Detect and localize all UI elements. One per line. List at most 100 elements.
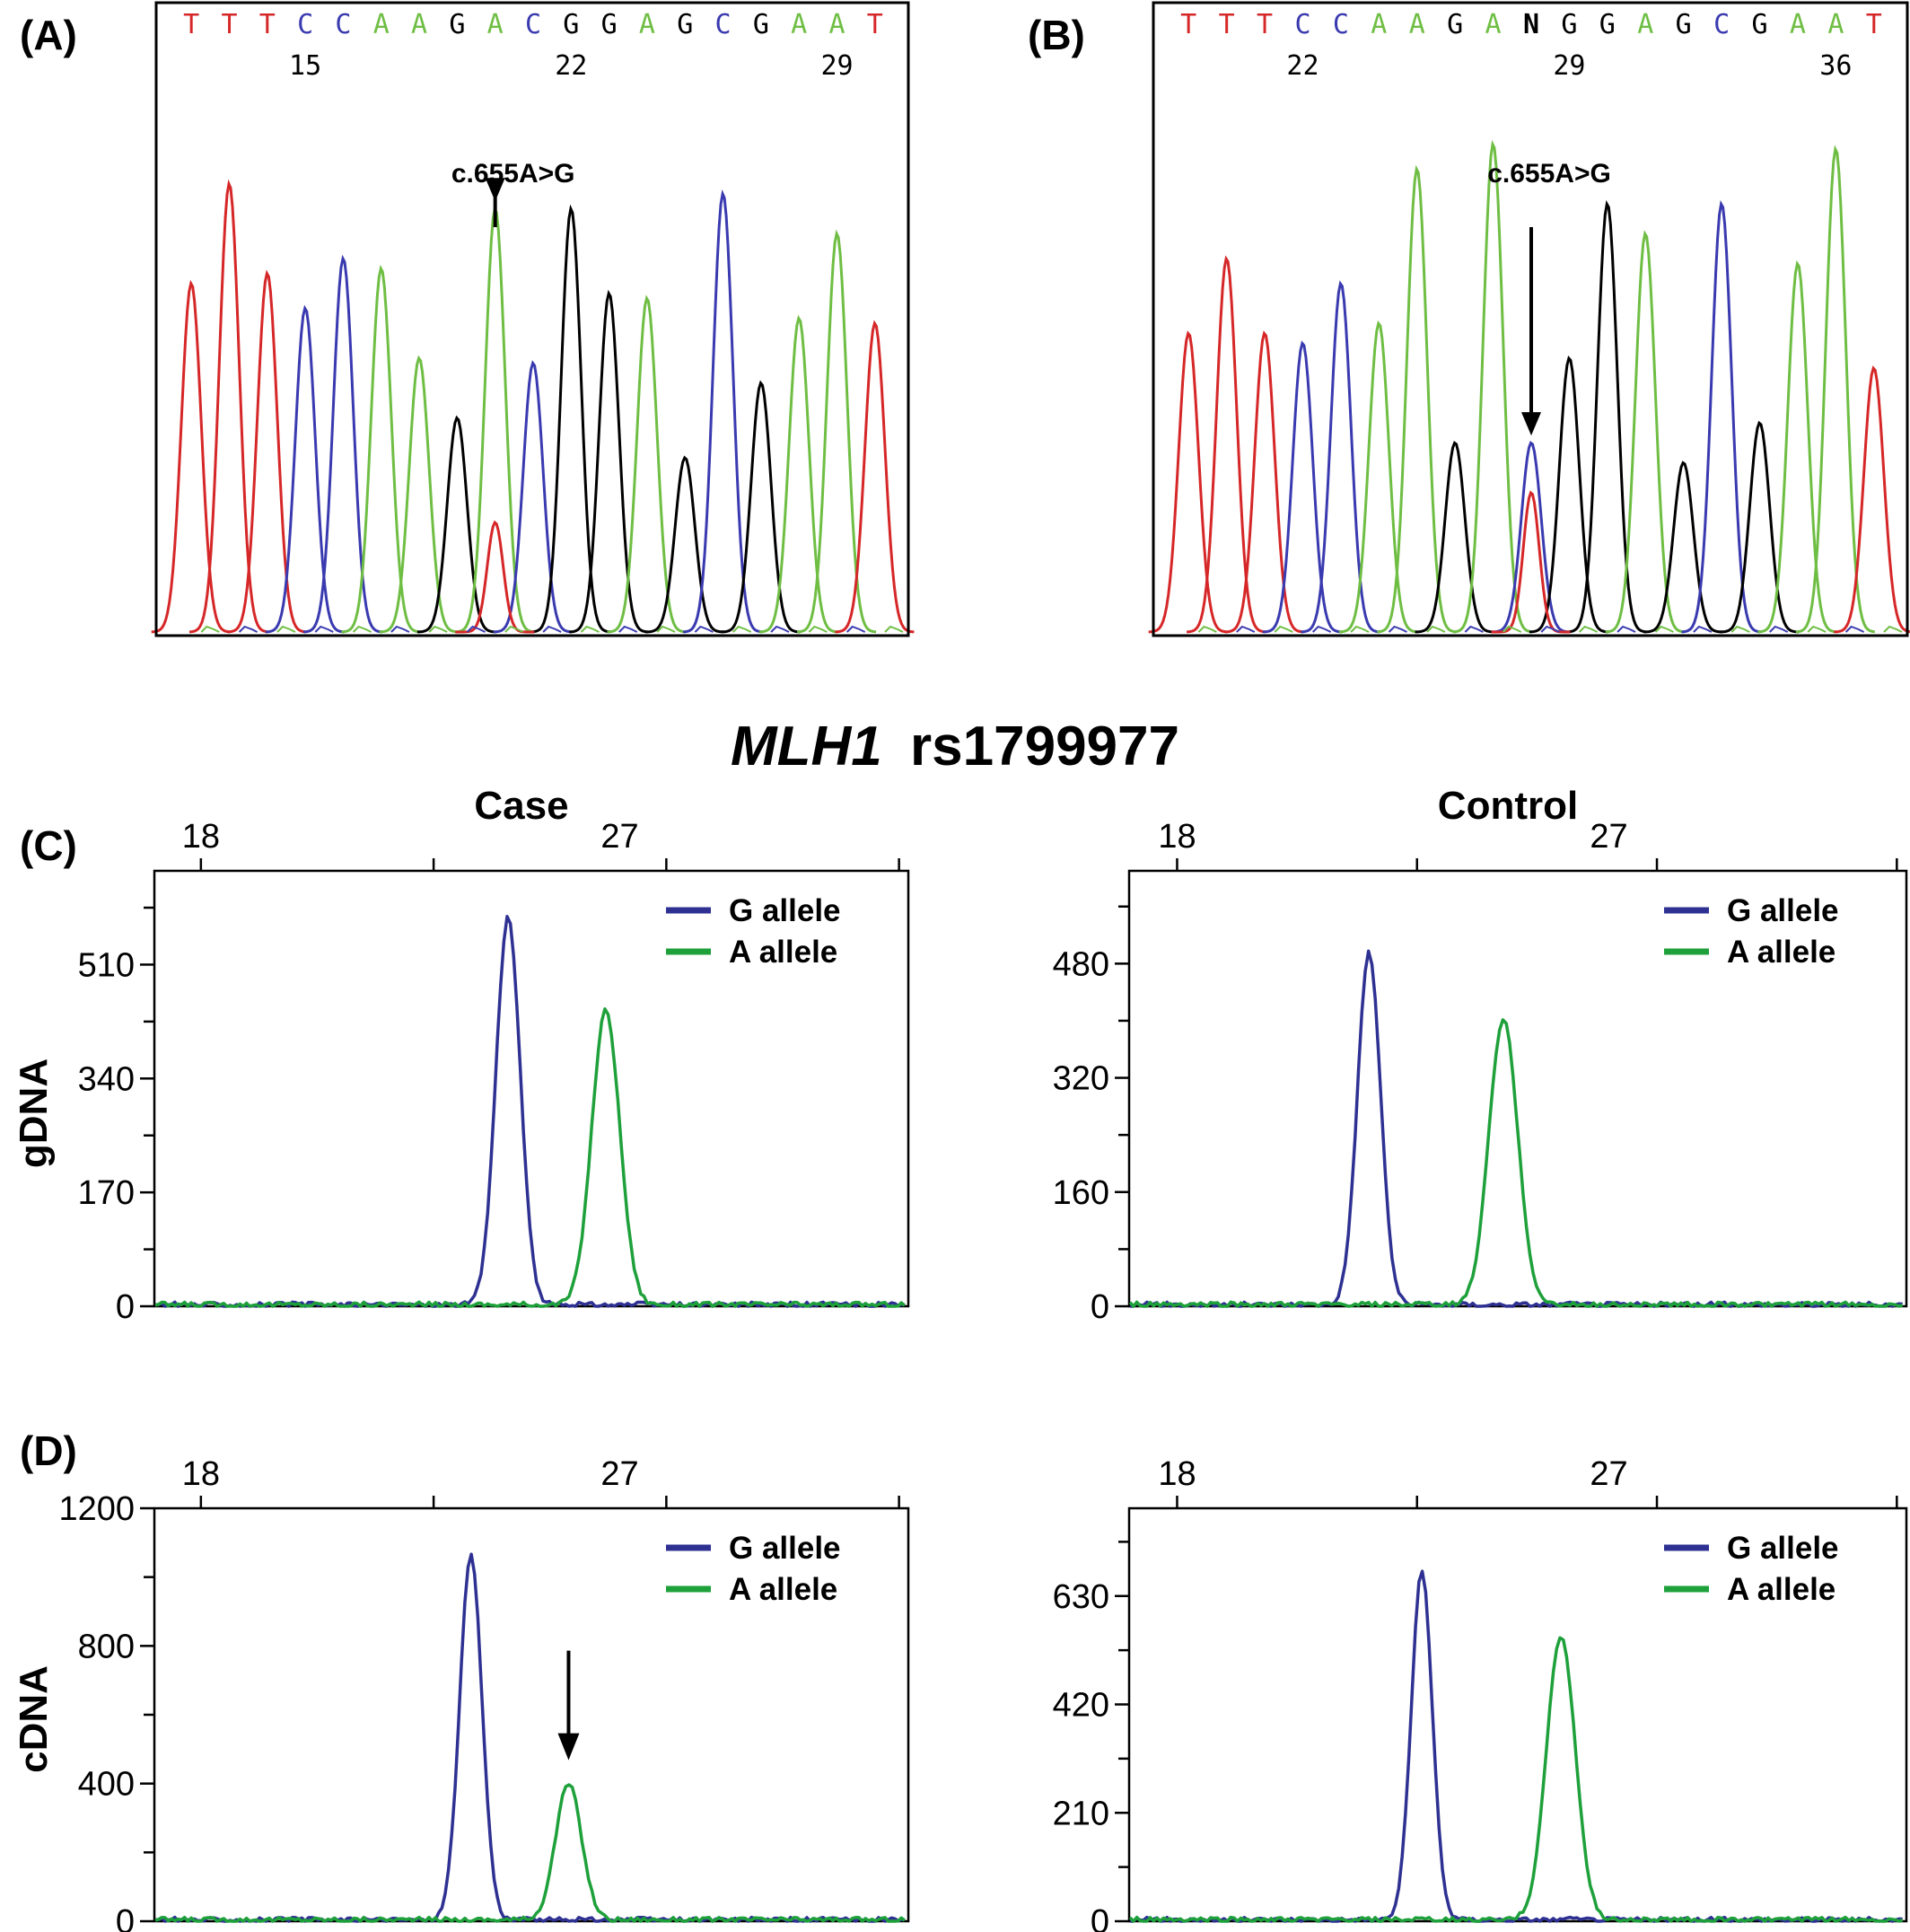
chrom-b-peak-16 — [1757, 259, 1837, 634]
chrom-a-position-label-0: 15 — [289, 50, 321, 82]
plot-d-case-xtick-label-0: 18 — [182, 1455, 220, 1493]
plot-c-control-ytick-label-3: 480 — [1053, 945, 1109, 983]
chrom-a-noise-14 — [732, 625, 752, 633]
chrom-a-noise-7 — [466, 625, 486, 633]
chrom-a-noise-13 — [694, 625, 714, 633]
chrom-a-peak-0 — [151, 279, 231, 634]
chrom-a-base-2: T — [259, 9, 276, 40]
chrom-b-peak-8 — [1452, 139, 1533, 634]
plot-d-control-legend-label-1: A allele — [1727, 1572, 1836, 1607]
plot-d-case-ytick-label-2: 800 — [78, 1628, 135, 1665]
chrom-a-arrow-head — [485, 178, 505, 202]
chrom-b-peak-18 — [1834, 365, 1910, 634]
plot-d-control-series-g-allele — [1130, 1569, 1903, 1923]
chrom-b-peak-17 — [1795, 145, 1876, 634]
chrom-a-base-11: G — [601, 9, 618, 40]
plot-d-case-legend-label-1: A allele — [729, 1572, 837, 1607]
chrom-a-base-3: C — [297, 9, 313, 40]
chrom-a-noise-12 — [656, 625, 676, 633]
title-snp: rs1799977 — [910, 716, 1179, 777]
chrom-b-base-8: A — [1485, 9, 1502, 40]
chrom-b-noise-17 — [1844, 625, 1865, 633]
chrom-a-noise-5 — [390, 625, 410, 633]
chrom-a-noise-6 — [428, 625, 448, 633]
chrom-b-position-label-0: 22 — [1286, 50, 1319, 82]
chrom-b-base-16: A — [1790, 9, 1806, 40]
chrom-b-peak-11 — [1567, 199, 1647, 634]
chrom-a-base-0: T — [183, 9, 199, 40]
plot-c-control-gdna: 18 27 0 160 320 480 G allele A allele — [1053, 818, 1908, 1326]
chrom-b-noise-0 — [1197, 625, 1217, 633]
chrom-b-noise-14 — [1730, 625, 1750, 633]
chrom-b-peak-13 — [1643, 461, 1723, 634]
chrom-a-peak-14 — [682, 189, 763, 634]
plot-d-control-series-a-allele — [1128, 1636, 1904, 1923]
chrom-b-peak-6 — [1377, 164, 1457, 634]
chrom-a-peak-8 — [455, 204, 535, 634]
chrom-b-base-18: T — [1866, 9, 1882, 40]
chrom-a-base-10: G — [563, 9, 579, 40]
chrom-b-peak-3 — [1262, 340, 1343, 634]
chrom-b-base-4: C — [1333, 9, 1349, 40]
plot-d-control-ytick-label-1: 210 — [1053, 1795, 1109, 1832]
plot-c-control-series-a-allele — [1128, 1018, 1904, 1308]
chrom-a-base-17: A — [828, 9, 845, 40]
chrom-b-base-5: A — [1371, 9, 1387, 40]
chrom-b-position-label-1: 29 — [1553, 50, 1585, 82]
chrom-b-noise-15 — [1769, 625, 1789, 633]
chrom-a-noise-9 — [542, 625, 562, 633]
chrom-a-base-18: T — [867, 9, 883, 40]
chrom-b-base-10: G — [1561, 9, 1577, 40]
plot-c-case-ytick-label-2: 340 — [78, 1060, 135, 1098]
chrom-b-noise-3 — [1311, 625, 1332, 633]
chrom-b-noise-9 — [1540, 625, 1560, 633]
plot-d-case-frame — [153, 1506, 910, 1923]
chrom-a-peak-4 — [302, 254, 383, 634]
chrom-a-base-9: C — [525, 9, 541, 40]
chrom-a-base-1: T — [221, 9, 237, 40]
plot-d-control-xtick-label-1: 27 — [1590, 1455, 1627, 1493]
column-title-control: Control — [1438, 784, 1578, 828]
panel-label-c: (C) — [20, 822, 77, 869]
chrom-a-frame — [154, 1, 910, 637]
chrom-b-peak-10 — [1529, 355, 1609, 634]
chrom-b-base-7: G — [1447, 9, 1463, 40]
chrom-b-frame — [1152, 1, 1909, 637]
chrom-b-peak-1 — [1187, 255, 1266, 634]
chrom-a-base-13: G — [677, 9, 693, 40]
plot-c-control-ytick-label-0: 0 — [1091, 1288, 1109, 1326]
chrom-b-base-0: T — [1180, 9, 1196, 40]
chrom-a-noise-0 — [200, 625, 220, 633]
chrom-b-peak-5 — [1338, 320, 1418, 634]
chrom-b-noise-13 — [1693, 625, 1713, 633]
chrom-b-noise-6 — [1426, 625, 1446, 633]
chrom-b-peak-2 — [1224, 330, 1304, 634]
chrom-a-noise-2 — [276, 625, 296, 633]
plot-d-case-legend-label-0: G allele — [729, 1531, 841, 1566]
plot-d-case-ytick-label-3: 1200 — [58, 1490, 135, 1528]
chrom-a-noise-1 — [238, 625, 258, 633]
plot-c-case-ytick-label-3: 510 — [78, 946, 135, 984]
chrom-b-noise-4 — [1350, 625, 1370, 633]
plot-c-control-ytick-label-2: 320 — [1053, 1060, 1109, 1098]
plot-d-control-cdna: 18 27 0 210 420 630 G allele A allele — [1053, 1455, 1908, 1932]
plot-c-case-legend-label-1: A allele — [729, 935, 837, 970]
plot-d-case-ytick-label-0: 0 — [116, 1903, 135, 1932]
panel-label-b: (B) — [1028, 12, 1085, 58]
plot-d-case-series-g-allele — [154, 1552, 905, 1923]
chrom-a-peak-17 — [796, 229, 877, 634]
chrom-a-base-7: G — [449, 9, 465, 40]
chrom-a-position-label-2: 29 — [820, 50, 853, 82]
plot-d-control-ytick-label-0: 0 — [1091, 1903, 1109, 1932]
chrom-a-base-8: A — [487, 9, 504, 40]
plot-c-control-legend-label-0: G allele — [1727, 893, 1839, 928]
chrom-a-peak-12 — [607, 294, 687, 634]
chrom-b-base-1: T — [1219, 9, 1235, 40]
chromatogram-a: T T T C C A A G A C G G A G C G A A T15 22 29c.655A>G — [151, 1, 915, 637]
plot-c-case-series-g-allele — [154, 915, 905, 1308]
plot-c-control-ytick-label-1: 160 — [1053, 1174, 1109, 1212]
title-gene: MLH1 — [731, 716, 882, 777]
chrom-a-noise-18 — [884, 625, 904, 633]
chrom-b-noise-5 — [1388, 625, 1407, 633]
